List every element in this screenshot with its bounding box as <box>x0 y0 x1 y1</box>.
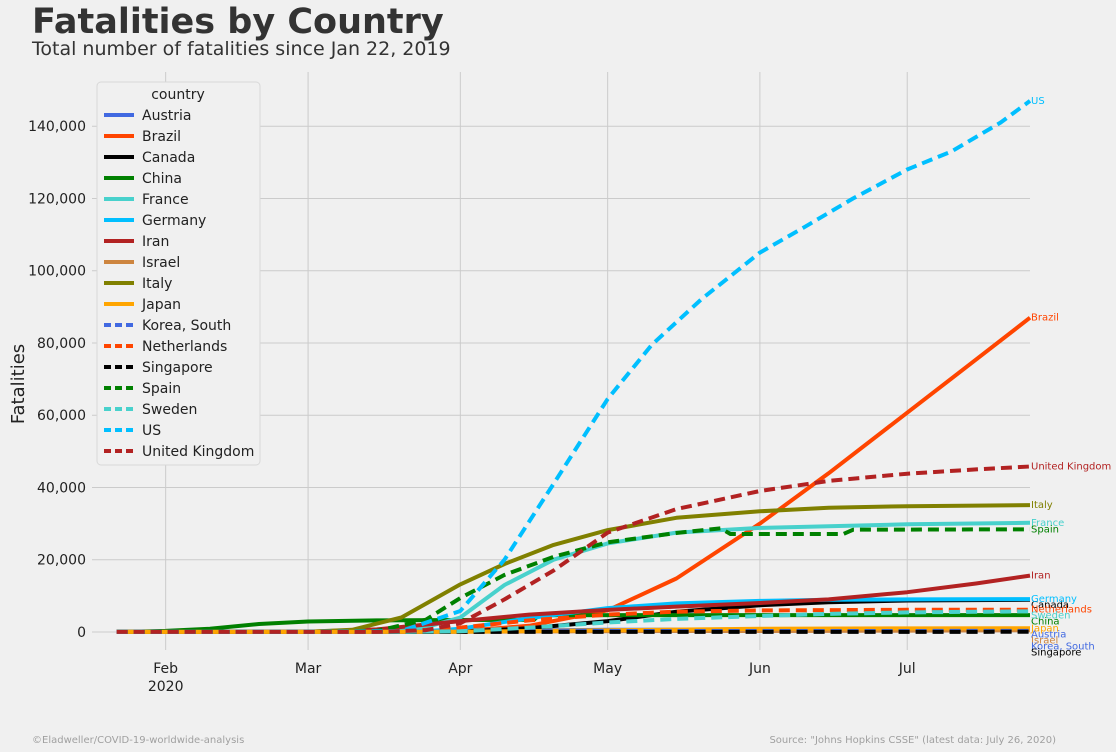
y-axis: 0 20,000 40,000 60,000 80,000 100,000 120,000 1… <box>28 119 86 641</box>
legend-label-canada: Canada <box>142 150 195 166</box>
legend-label-iran: Iran <box>142 234 169 250</box>
series-end-label-sweden: Sweden <box>1031 611 1071 622</box>
x-tick-sublabel: 2020 <box>148 679 184 695</box>
series-end-label-united-kingdom: United Kingdom <box>1031 461 1111 472</box>
legend-label-sweden: Sweden <box>142 402 197 418</box>
y-tick-label: 20,000 <box>37 553 86 569</box>
legend-label-us: US <box>142 423 161 439</box>
series-end-label-iran: Iran <box>1031 571 1051 582</box>
legend-label-united-kingdom: United Kingdom <box>142 444 254 460</box>
series-end-label-canada: Canada <box>1031 600 1069 611</box>
series-end-label-spain: Spain <box>1031 524 1059 535</box>
series-end-label-italy: Italy <box>1031 500 1053 511</box>
series-end-label-us: US <box>1031 96 1045 107</box>
series-line-sweden <box>116 609 1031 634</box>
series-end-label-brazil: Brazil <box>1031 313 1059 324</box>
series-line-us <box>116 99 1032 634</box>
series-end-label-israel: Israel <box>1031 635 1058 646</box>
series-end-label-netherlands: Netherlands <box>1031 605 1092 616</box>
legend-items: Austria Brazil Canada China France Germany Ira… <box>104 108 254 460</box>
series-lines <box>116 99 1032 634</box>
y-tick-label: 60,000 <box>37 408 86 424</box>
series-end-label-china: China <box>1031 617 1060 628</box>
series-end-label-singapore: Singapore <box>1031 647 1081 658</box>
series-end-label-france: France <box>1031 518 1064 529</box>
footer-source: Source: "Johns Hopkins CSSE" (latest dat… <box>769 735 1056 746</box>
legend-title: country <box>151 87 205 103</box>
x-axis: Feb 2020 Mar Apr May Jun Jul <box>148 661 916 695</box>
legend-label-germany: Germany <box>142 213 206 229</box>
y-tick-label: 100,000 <box>28 264 86 280</box>
legend-label-china: China <box>142 171 182 187</box>
x-tick-label: Apr <box>448 661 472 677</box>
legend-label-israel: Israel <box>142 255 180 271</box>
x-tick-label: Mar <box>295 661 322 677</box>
legend-label-netherlands: Netherlands <box>142 339 227 355</box>
series-end-label-korea-south: Korea, South <box>1031 641 1095 652</box>
series-end-label-germany: Germany <box>1031 594 1077 605</box>
legend-box <box>96 81 261 466</box>
footer-credit: ©Eladweller/COVID-19-worldwide-analysis <box>32 735 244 746</box>
y-axis-label: Fatalities <box>8 344 29 424</box>
chart-title: Fatalities by Country <box>32 2 444 42</box>
legend-label-singapore: Singapore <box>142 360 213 376</box>
legend-label-spain: Spain <box>142 381 181 397</box>
legend: country Austria Brazil Canada China France Ge… <box>96 81 261 466</box>
y-tick-label: 40,000 <box>37 480 86 496</box>
legend-label-japan: Japan <box>141 297 181 313</box>
series-line-united-kingdom <box>116 464 1031 634</box>
x-tick-label: Jun <box>748 661 771 677</box>
y-tick-label: 120,000 <box>28 191 86 207</box>
x-tick-label: Jul <box>898 661 916 677</box>
legend-label-france: France <box>142 192 189 208</box>
series-end-labels: Austria Brazil Canada China France Germany Ira… <box>1030 96 1111 658</box>
x-tick-label: May <box>593 661 622 677</box>
legend-label-italy: Italy <box>142 276 172 292</box>
legend-label-brazil: Brazil <box>142 129 181 145</box>
legend-label-austria: Austria <box>142 108 191 124</box>
y-tick-label: 80,000 <box>37 336 86 352</box>
y-tick-label: 140,000 <box>28 119 86 135</box>
y-tick-label: 0 <box>77 625 86 641</box>
x-tick-label: Feb <box>153 661 178 677</box>
series-end-label-japan: Japan <box>1030 623 1059 634</box>
chart-subtitle: Total number of fatalities since Jan 22,… <box>31 38 451 60</box>
series-end-label-austria: Austria <box>1031 629 1066 640</box>
legend-label-korea-south: Korea, South <box>142 318 231 334</box>
